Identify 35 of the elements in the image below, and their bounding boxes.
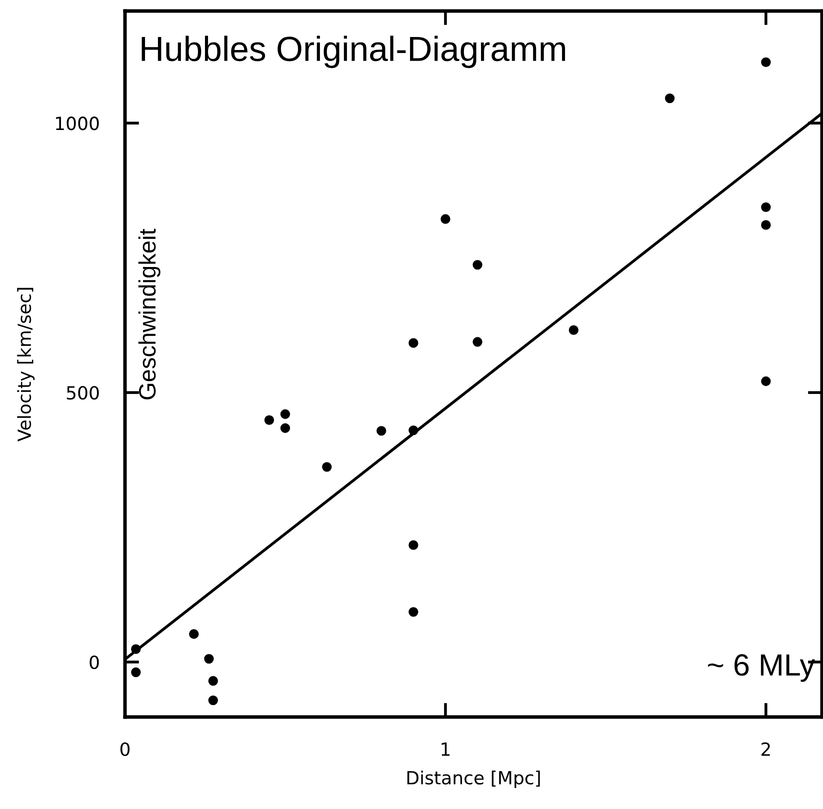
point (761, 376, 771, 386)
annotation: ~ 6 MLy (708, 654, 815, 682)
point (322, 462, 332, 472)
annotation: Geschwindigkeit (138, 228, 160, 400)
x-tick-label: 1 (442, 742, 450, 756)
point (761, 202, 771, 212)
y-axis-title: Velocity [km/sec] (17, 288, 35, 442)
point (664, 93, 675, 104)
y-tick-label: 0 (90, 655, 99, 670)
point (408, 540, 418, 550)
text: Hubbles Original-Diagramm (142, 36, 566, 68)
point (280, 423, 290, 433)
point (761, 220, 771, 230)
point (568, 325, 578, 335)
point (208, 676, 218, 686)
x-tick-label: 0 (120, 742, 130, 756)
point (280, 409, 290, 419)
x-axis-title: Distance [Mpc] (407, 770, 540, 788)
x-tick-label: 2 (762, 742, 770, 756)
point (264, 415, 274, 425)
point (376, 426, 386, 436)
point (472, 260, 482, 270)
point (131, 667, 141, 678)
point (408, 338, 418, 348)
y-tick-label: 500 (66, 386, 99, 400)
point (204, 654, 214, 664)
point (408, 425, 418, 436)
y-tick-label: 1000 (56, 116, 99, 130)
point (208, 695, 218, 706)
point (131, 644, 141, 654)
point (408, 607, 418, 617)
point (472, 337, 482, 347)
point (189, 629, 199, 639)
point (761, 57, 771, 68)
point (440, 214, 450, 224)
